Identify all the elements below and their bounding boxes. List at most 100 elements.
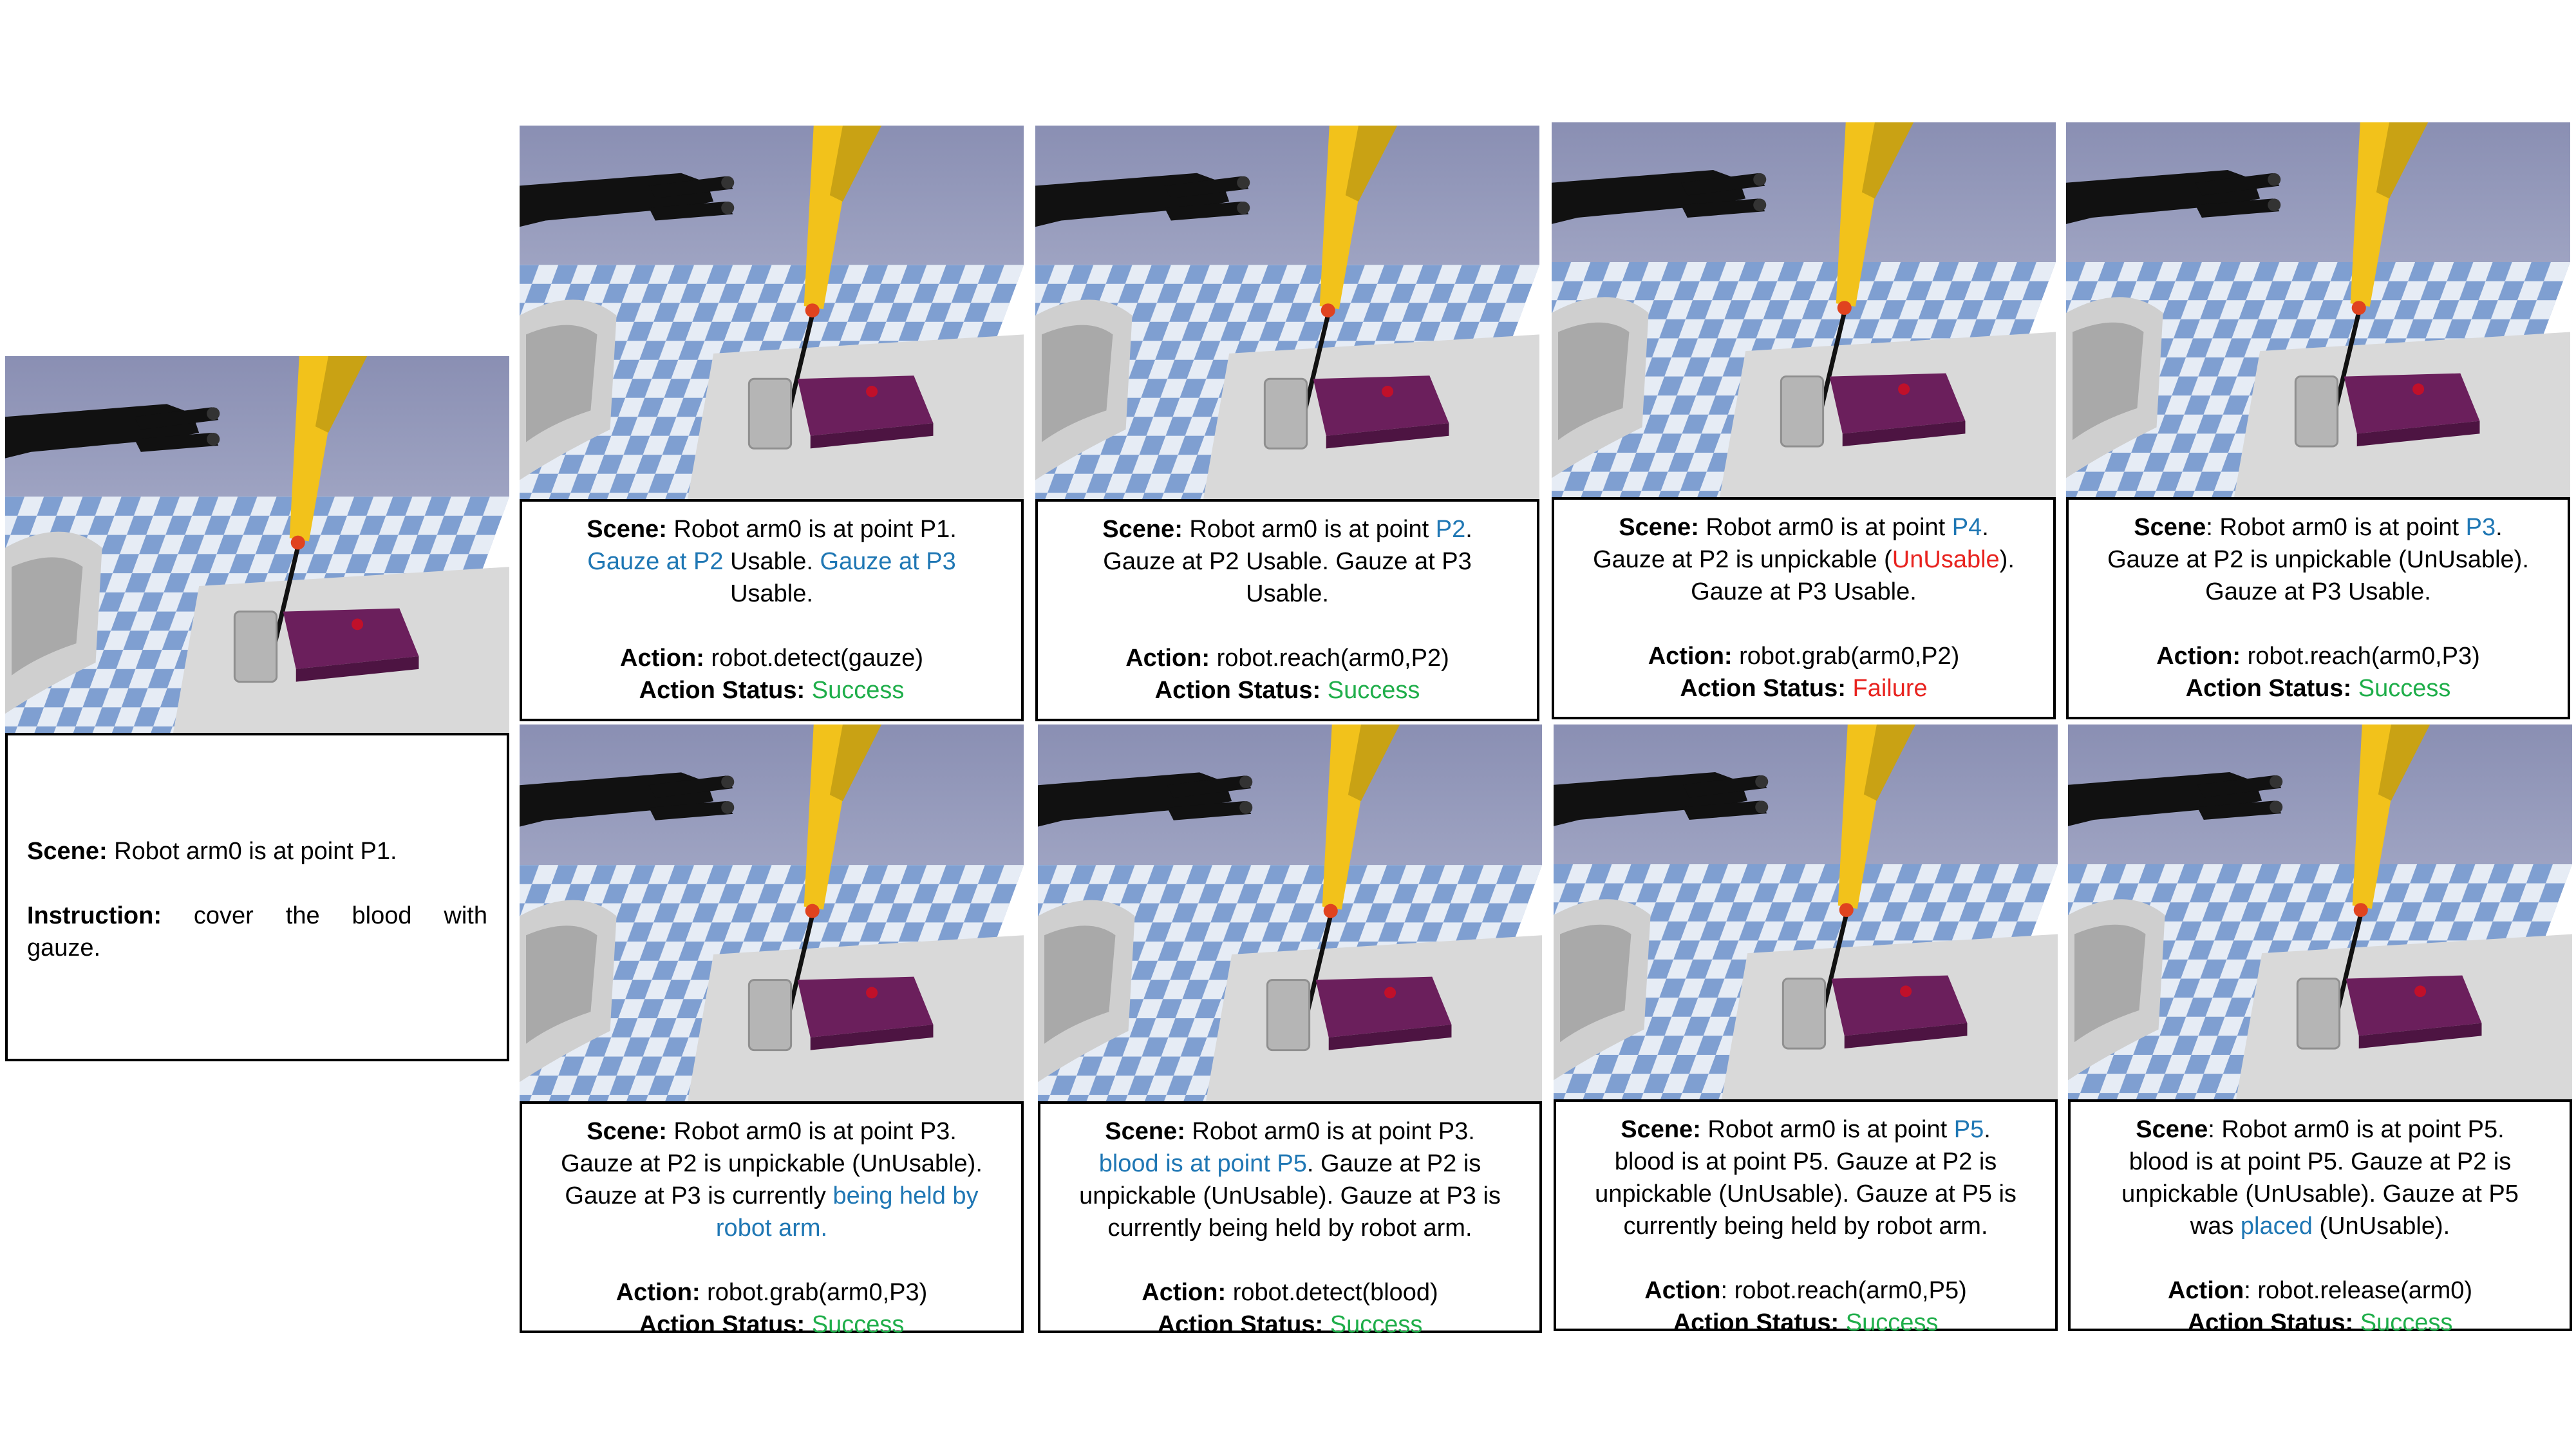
- status-label: Action Status:: [1154, 677, 1321, 704]
- scene-image-5: [520, 724, 1024, 1101]
- scene-text: .: [1465, 516, 1472, 543]
- placed-highlight: placed: [2240, 1213, 2313, 1240]
- scene-text: Gauze at P3 Usable.: [1691, 578, 1917, 605]
- action-label: Action:: [1142, 1279, 1227, 1306]
- instruction-box: Scene: Robot arm0 is at point P1. Instru…: [5, 733, 509, 1061]
- first-scene-line: Scene: Robot arm0 is at point P1.: [27, 835, 487, 867]
- scene-image-1: [520, 126, 1024, 499]
- scene-image-4: [2066, 122, 2570, 497]
- scene-image-7: [1554, 724, 2058, 1099]
- scene-text: . Gauze at P2 is: [1306, 1150, 1481, 1177]
- blood-highlight: blood is at point P5: [1098, 1150, 1307, 1177]
- scene-text: was: [2190, 1213, 2241, 1240]
- scene-image-initial: [5, 356, 509, 733]
- scene-label: Scene: [2134, 514, 2206, 541]
- scene-text: blood is at point P5. Gauze at P2 is: [1614, 1148, 1997, 1175]
- scene-text: Gauze at P2 is unpickable (UnUsable).: [2107, 546, 2529, 573]
- scene-text: ).: [1999, 546, 2015, 573]
- action-label: Action:: [1648, 643, 1733, 670]
- scene-text: Robot arm0 is at point P1.: [107, 838, 397, 865]
- scene-text: unpickable (UnUsable). Gauze at P3 is: [1079, 1182, 1501, 1209]
- status-label: Action Status:: [639, 1311, 805, 1338]
- status-value: Failure: [1845, 675, 1928, 702]
- scene-text: unpickable (UnUsable). Gauze at P5: [2121, 1180, 2519, 1208]
- status-value: Success: [805, 677, 905, 704]
- status-label: Action Status:: [2187, 1309, 2354, 1336]
- scene-text: : Robot arm0 is at point: [2206, 514, 2466, 541]
- scene-text: .: [1982, 514, 1989, 541]
- point-highlight: P3: [2465, 514, 2496, 541]
- status-label: Action Status:: [1157, 1311, 1324, 1338]
- scene-text: unpickable (UnUsable). Gauze at P5 is: [1595, 1180, 2017, 1208]
- scene-text: blood is at point P5. Gauze at P2 is: [2129, 1148, 2512, 1175]
- scene-text: : Robot arm0 is at point P5.: [2208, 1116, 2505, 1143]
- instruction-label: Instruction:: [27, 902, 162, 929]
- scene-text: currently being held by robot arm.: [1107, 1215, 1472, 1242]
- instruction-line: Instruction: cover the blood with gauze.: [27, 900, 487, 964]
- action-text: : robot.release(arm0): [2244, 1277, 2473, 1304]
- action-text: robot.reach(arm0,P2): [1210, 645, 1449, 672]
- action-label: Action:: [616, 1279, 700, 1306]
- scene-label: Scene:: [1621, 1116, 1701, 1143]
- scene-text: .: [1984, 1116, 1991, 1143]
- status-value: Success: [1321, 677, 1420, 704]
- action-text: robot.grab(arm0,P3): [700, 1279, 928, 1306]
- action-text: robot.detect(gauze): [704, 645, 923, 672]
- scene-text: Gauze at P3 is currently: [565, 1182, 833, 1209]
- scene-label: Scene:: [1619, 514, 1699, 541]
- action-label: Action:: [620, 645, 704, 672]
- scene-text: Robot arm0 is at point P3.: [1185, 1118, 1475, 1145]
- scene-image-8: [2068, 724, 2572, 1099]
- scene-text: Robot arm0 is at point: [1182, 516, 1436, 543]
- scene-text: Gauze at P2 is unpickable (UnUsable).: [561, 1150, 982, 1177]
- scene-text: Robot arm0 is at point: [1700, 1116, 1954, 1143]
- scene-label: Scene:: [587, 516, 667, 543]
- action-label: Action: [2167, 1277, 2244, 1304]
- scene-text: Robot arm0 is at point P1.: [666, 516, 957, 543]
- point-highlight: P4: [1951, 514, 1982, 541]
- scene-label: Scene: [2136, 1116, 2208, 1143]
- scene-label: Scene:: [587, 1118, 667, 1145]
- scene-text: Usable.: [723, 548, 820, 575]
- scene-image-2: [1035, 126, 1539, 499]
- action-text: robot.grab(arm0,P2): [1732, 643, 1960, 670]
- scene-image-3: [1552, 122, 2056, 497]
- scene-text: Robot arm0 is at point P3.: [666, 1118, 957, 1145]
- status-value: Success: [1323, 1311, 1423, 1338]
- scene-text: Robot arm0 is at point: [1698, 514, 1952, 541]
- status-label: Action Status:: [639, 677, 805, 704]
- scene-label: Scene:: [1105, 1118, 1185, 1145]
- step-caption-6: Scene: Robot arm0 is at point P3. blood …: [1038, 1101, 1542, 1338]
- step-caption-7: Scene: Robot arm0 is at point P5. blood …: [1554, 1099, 2058, 1336]
- action-text: robot.detect(blood): [1226, 1279, 1438, 1306]
- scene-text: currently being held by robot arm.: [1623, 1213, 1988, 1240]
- scene-text: Usable.: [1246, 580, 1329, 607]
- scene-image-6: [1038, 724, 1542, 1101]
- scene-text: (UnUsable).: [2312, 1213, 2450, 1240]
- gauze-p2-highlight: Gauze at P2: [587, 548, 724, 575]
- held-highlight: robot arm.: [715, 1215, 828, 1242]
- scene-text: Gauze at P2 Usable. Gauze at P3: [1103, 548, 1472, 575]
- instruction-text: cover the blood with gauze.: [27, 902, 487, 961]
- point-highlight: P2: [1435, 516, 1466, 543]
- action-text: : robot.reach(arm0,P5): [1720, 1277, 1967, 1304]
- status-label: Action Status:: [1673, 1309, 1839, 1336]
- action-label: Action:: [2156, 643, 2241, 670]
- status-value: Success: [2351, 675, 2451, 702]
- scene-text: .: [2496, 514, 2503, 541]
- status-label: Action Status:: [1680, 675, 1846, 702]
- step-caption-5: Scene: Robot arm0 is at point P3. Gauze …: [520, 1101, 1024, 1338]
- step-caption-8: Scene: Robot arm0 is at point P5. blood …: [2068, 1099, 2572, 1336]
- scene-text: Gauze at P2 is unpickable (: [1593, 546, 1892, 573]
- action-label: Action: [1644, 1277, 1721, 1304]
- scene-label: Scene:: [1102, 516, 1183, 543]
- step-caption-3: Scene: Robot arm0 is at point P4. Gauze …: [1552, 497, 2056, 719]
- action-label: Action:: [1125, 645, 1210, 672]
- status-value: Success: [1839, 1309, 1939, 1336]
- gauze-p3-highlight: Gauze at P3: [820, 548, 956, 575]
- action-text: robot.reach(arm0,P3): [2241, 643, 2480, 670]
- step-caption-4: Scene: Robot arm0 is at point P3. Gauze …: [2066, 497, 2570, 719]
- held-highlight: being held by: [832, 1182, 979, 1209]
- status-label: Action Status:: [2185, 675, 2352, 702]
- step-caption-2: Scene: Robot arm0 is at point P2. Gauze …: [1035, 499, 1539, 721]
